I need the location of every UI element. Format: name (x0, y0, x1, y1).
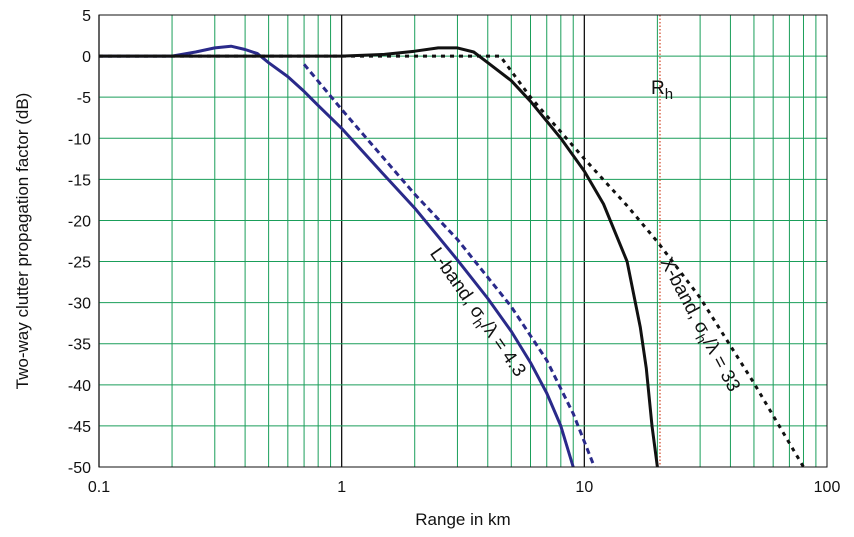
x-tick-label: 10 (575, 479, 593, 496)
x-tick-label: 1 (337, 479, 346, 496)
x-tick-label: 100 (814, 479, 841, 496)
y-tick-label: -5 (77, 90, 91, 107)
plot-area (99, 15, 827, 467)
data-series (99, 44, 805, 468)
series-line-0 (99, 44, 575, 468)
y-tick-label: -50 (68, 460, 91, 477)
series-line-1 (302, 63, 596, 468)
y-axis-label: Two-way clutter propagation factor (dB) (13, 93, 32, 390)
y-tick-label: -35 (68, 337, 91, 354)
y-tick-label: 5 (82, 8, 91, 25)
plot-frame (98, 14, 828, 468)
tick-labels: 0.1 1 10 100 5 0 -5 -10 -15 -20 -25 -30 -35 -40 -45 -50 (68, 8, 841, 496)
y-tick-label: -30 (68, 296, 91, 313)
rh-label-subscript: h (665, 86, 673, 103)
y-tick-label: -25 (68, 255, 91, 272)
x-axis-label: Range in km (415, 510, 510, 529)
y-tick-label: -45 (68, 419, 91, 436)
y-tick-label: -10 (68, 131, 91, 148)
x-tick-label: 0.1 (88, 479, 110, 496)
y-tick-label: -40 (68, 378, 91, 395)
series-line-2 (99, 46, 659, 468)
y-tick-label: 0 (82, 49, 91, 66)
y-tick-label: -15 (68, 172, 91, 189)
y-tick-label: -20 (68, 213, 91, 230)
series-line-3 (99, 54, 805, 468)
